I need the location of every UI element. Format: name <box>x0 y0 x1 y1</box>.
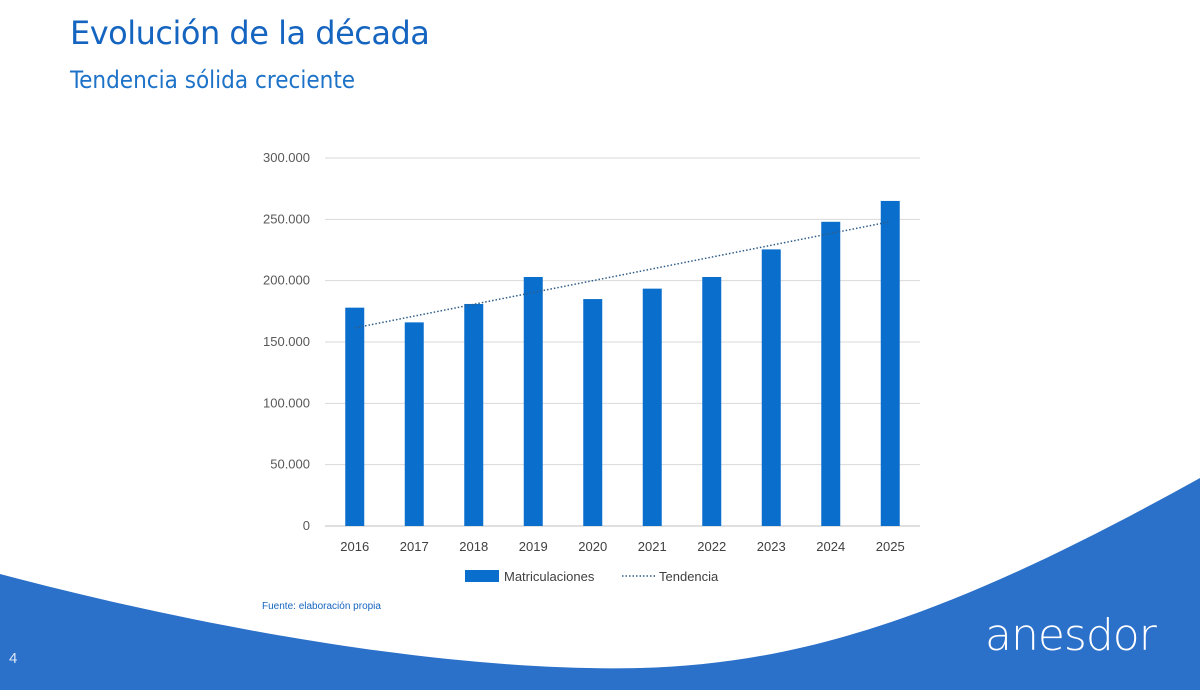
bar-2021 <box>642 288 662 526</box>
x-tick-label: 2016 <box>340 539 369 554</box>
source-note: Fuente: elaboración propia <box>262 601 381 612</box>
bar-2016 <box>345 307 365 526</box>
anesdor-logo: anesdor <box>985 610 1157 661</box>
y-tick-label: 250.000 <box>263 211 310 226</box>
y-tick-label: 200.000 <box>263 273 310 288</box>
x-tick-label: 2017 <box>400 539 429 554</box>
bar-2019 <box>523 276 543 526</box>
bar-2017 <box>404 322 424 526</box>
y-tick-label: 300.000 <box>263 150 310 165</box>
bar-2023 <box>761 249 781 527</box>
x-tick-label: 2020 <box>578 539 607 554</box>
y-tick-label: 150.000 <box>263 334 310 349</box>
x-tick-label: 2019 <box>519 539 548 554</box>
page-number: 4 <box>9 650 18 667</box>
bar-2018 <box>464 303 484 526</box>
x-tick-label: 2022 <box>697 539 726 554</box>
x-tick-label: 2018 <box>459 539 488 554</box>
trendline <box>354 220 891 329</box>
x-tick-label: 2023 <box>757 539 786 554</box>
y-tick-label: 50.000 <box>270 457 310 472</box>
legend-label-tendencia: Tendencia <box>659 569 719 584</box>
y-tick-label: 0 <box>303 518 310 533</box>
slide-title: Evolución de la década <box>70 14 430 52</box>
bar-2025 <box>880 200 900 526</box>
bar-2022 <box>702 276 722 526</box>
legend-label-matriculaciones: Matriculaciones <box>504 569 595 584</box>
x-tick-label: 2021 <box>638 539 667 554</box>
slide-subtitle: Tendencia sólida creciente <box>70 66 356 94</box>
bar-2024 <box>821 221 841 526</box>
x-tick-label: 2024 <box>816 539 845 554</box>
bar-2020 <box>583 299 603 526</box>
x-tick-label: 2025 <box>876 539 905 554</box>
legend-swatch-matriculaciones <box>465 570 499 582</box>
y-tick-label: 100.000 <box>263 395 310 410</box>
